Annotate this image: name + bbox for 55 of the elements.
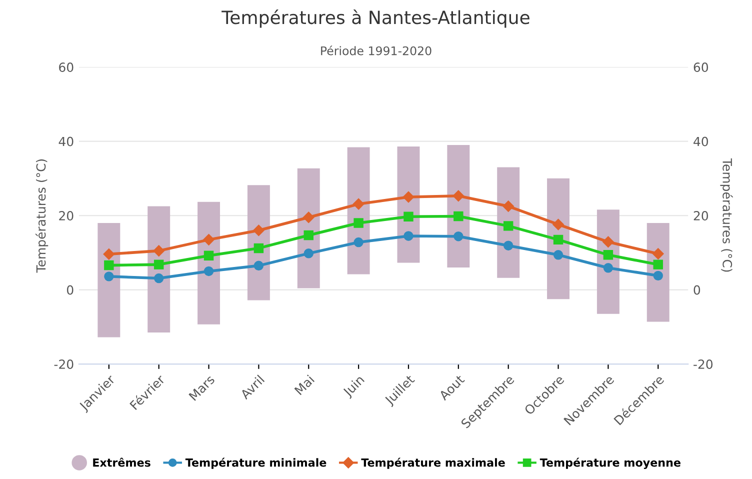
- point: [454, 211, 464, 222]
- y-axis-title: Températures (°C): [36, 159, 48, 273]
- chart-subtitle: Période 1991-2020: [321, 46, 432, 56]
- point: [503, 221, 514, 231]
- y2-tick-label: -20: [694, 360, 713, 369]
- y-tick-label: 40: [58, 136, 74, 146]
- point: [454, 231, 464, 242]
- point: [204, 250, 214, 261]
- y-tick-label: 60: [59, 62, 74, 72]
- point: [304, 248, 314, 258]
- point: [602, 236, 614, 248]
- y2-tick-label: 0: [694, 285, 700, 295]
- legend-label: Extrêmes: [93, 458, 150, 467]
- point: [404, 231, 414, 241]
- y-tick-label: 0: [66, 285, 74, 295]
- legend-label: Température minimale: [185, 458, 326, 469]
- x-tick-label: Mai: [294, 374, 315, 396]
- y-tick-label: 20: [59, 211, 74, 220]
- point: [303, 212, 314, 224]
- point: [154, 273, 164, 284]
- point: [154, 260, 164, 270]
- point: [402, 191, 414, 203]
- point: [153, 245, 164, 256]
- point: [552, 218, 564, 230]
- point: [104, 272, 114, 282]
- point: [653, 260, 663, 270]
- point: [652, 248, 664, 260]
- y2-tick-label: 60: [694, 62, 708, 72]
- y2-axis-title: Températures (°C): [720, 158, 733, 272]
- point: [354, 218, 364, 228]
- point: [404, 212, 414, 222]
- point: [603, 250, 614, 260]
- y-tick-label: -20: [54, 360, 74, 369]
- point: [103, 248, 115, 260]
- legend-label: Température maximale: [361, 458, 505, 469]
- point: [354, 237, 364, 248]
- point: [253, 224, 264, 236]
- chart-title: Températures à Nantes-Atlantique: [222, 10, 530, 28]
- y2-tick-label: 20: [694, 211, 708, 220]
- point: [603, 263, 614, 273]
- point: [203, 234, 214, 246]
- point: [503, 240, 514, 250]
- point: [352, 198, 364, 210]
- point: [304, 230, 314, 240]
- point: [553, 250, 564, 260]
- point: [553, 234, 564, 245]
- point: [104, 260, 114, 270]
- y2-tick-label: 40: [694, 136, 708, 146]
- point: [254, 260, 264, 271]
- point: [502, 200, 514, 212]
- legend-label: Température moyenne: [540, 458, 680, 469]
- point: [254, 243, 264, 254]
- point: [204, 266, 214, 276]
- point: [452, 190, 464, 202]
- point: [653, 270, 663, 281]
